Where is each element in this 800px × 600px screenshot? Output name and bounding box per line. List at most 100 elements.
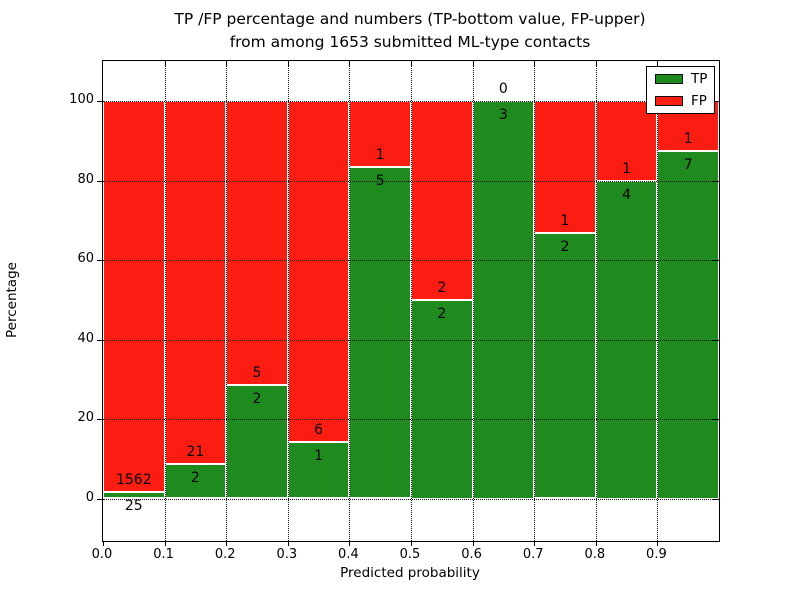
x-tick-mark-bottom — [472, 541, 474, 546]
x-tick-label: 0.8 — [584, 547, 606, 562]
vertical-gridline — [534, 61, 536, 541]
tp-bar-segment — [103, 492, 165, 499]
fp-count-label: 1 — [683, 130, 693, 147]
x-tick-mark-bottom — [349, 541, 351, 546]
vertical-gridline — [472, 61, 474, 541]
legend-swatch-tp — [655, 74, 683, 84]
x-tick-label: 0.3 — [276, 547, 298, 562]
x-tick-label: 0.7 — [522, 547, 544, 562]
x-tick-label: 0.2 — [214, 547, 236, 562]
vertical-gridline — [349, 61, 351, 541]
x-tick-label: 0.4 — [338, 547, 359, 562]
x-tick-mark-bottom — [103, 541, 104, 546]
y-tick-mark-right — [713, 419, 719, 420]
fp-count-label: 6 — [314, 421, 324, 438]
legend-label-tp: TP — [691, 71, 708, 87]
y-tick-label: 40 — [77, 330, 94, 346]
fp-bar-segment — [164, 101, 227, 464]
legend-box: TP FP — [646, 66, 715, 114]
x-tick-mark-top — [349, 61, 351, 66]
fp-bar-segment — [226, 101, 288, 385]
tp-count-label: 2 — [437, 305, 447, 322]
fp-count-label: 5 — [252, 364, 262, 381]
y-tick-label: 100 — [69, 92, 94, 107]
x-tick-mark-top — [226, 61, 228, 66]
tp-count-label: 5 — [375, 173, 385, 190]
tp-count-label: 25 — [124, 498, 143, 515]
y-tick-mark-left — [97, 180, 103, 182]
plot-area: 1562 25 21 2 5 2 6 1 1 5 2 2 0 3 1 2 1 4 1 7 TP FP — [97, 60, 720, 546]
tp-bar-segment — [287, 441, 350, 499]
y-tick-mark-right — [713, 101, 719, 102]
x-tick-label: 0.5 — [399, 547, 421, 562]
x-tick-mark-top — [595, 61, 597, 66]
fp-count-label: 1 — [622, 160, 632, 177]
legend-label-fp: FP — [691, 93, 707, 109]
fp-count-label: 2 — [437, 279, 447, 296]
tp-count-label: 2 — [190, 469, 200, 486]
tp-count-label: 2 — [560, 239, 570, 256]
fp-bar-segment — [595, 101, 658, 181]
x-tick-mark-bottom — [411, 541, 412, 546]
fp-bar-segment — [103, 101, 165, 493]
x-tick-mark-bottom — [657, 541, 659, 546]
y-tick-mark-right — [713, 260, 719, 261]
x-tick-mark-bottom — [164, 541, 166, 546]
x-axis-label: Predicted probability — [340, 565, 480, 581]
x-tick-mark-bottom — [226, 541, 228, 546]
chart-title-line1: TP /FP percentage and numbers (TP-bottom… — [174, 10, 646, 28]
legend-row-fp: FP — [647, 91, 714, 111]
fp-bar-segment — [349, 101, 411, 168]
legend-swatch-fp — [655, 96, 683, 106]
y-tick-mark-right — [713, 180, 719, 182]
y-tick-mark-left — [97, 101, 103, 102]
x-tick-mark-top — [287, 61, 289, 66]
vertical-gridline — [164, 61, 166, 541]
vertical-gridline — [411, 61, 412, 541]
y-tick-label: 0 — [85, 489, 94, 505]
x-tick-mark-top — [411, 61, 412, 66]
chart-title: TP /FP percentage and numbers (TP-bottom… — [102, 8, 718, 54]
tp-count-label: 2 — [252, 390, 262, 407]
tp-count-label: 1 — [314, 447, 324, 464]
y-tick-mark-right — [713, 339, 719, 341]
y-tick-mark-left — [97, 419, 103, 420]
vertical-gridline — [595, 61, 597, 541]
y-tick-label: 80 — [77, 171, 94, 187]
y-tick-mark-left — [97, 260, 103, 261]
y-tick-mark-left — [97, 498, 103, 500]
y-tick-mark-left — [97, 339, 103, 341]
y-tick-mark-right — [713, 498, 719, 500]
x-tick-label: 0.6 — [461, 547, 482, 562]
x-tick-mark-top — [534, 61, 536, 66]
fp-bar-segment — [287, 101, 350, 442]
vertical-gridline — [657, 61, 659, 541]
tp-bar-segment — [164, 463, 227, 499]
vertical-gridline — [287, 61, 289, 541]
y-tick-label: 60 — [77, 251, 94, 266]
fp-count-label: 1 — [560, 213, 570, 230]
tp-bar-segment — [472, 101, 535, 499]
x-tick-label: 0.1 — [153, 547, 174, 562]
fp-count-label: 1562 — [115, 472, 152, 489]
fp-count-label: 21 — [186, 443, 205, 460]
y-tick-label: 20 — [77, 410, 94, 425]
tp-bar-segment — [534, 233, 596, 499]
tp-bar-segment — [411, 299, 473, 499]
fp-count-label: 0 — [498, 81, 508, 97]
legend-row-tp: TP — [647, 69, 714, 89]
x-tick-mark-bottom — [595, 541, 597, 546]
x-tick-label: 0.0 — [91, 547, 113, 562]
tp-count-label: 7 — [683, 156, 693, 173]
x-tick-mark-bottom — [287, 541, 289, 546]
vertical-gridline — [226, 61, 228, 541]
x-tick-mark-bottom — [534, 541, 536, 546]
fp-bar-segment — [411, 101, 473, 300]
chart-title-line2: from among 1653 submitted ML-type contac… — [229, 33, 591, 51]
x-tick-mark-top — [657, 61, 659, 66]
fp-count-label: 1 — [375, 147, 385, 164]
tp-count-label: 3 — [498, 107, 508, 123]
tp-count-label: 4 — [622, 186, 632, 203]
x-tick-mark-top — [164, 61, 166, 66]
